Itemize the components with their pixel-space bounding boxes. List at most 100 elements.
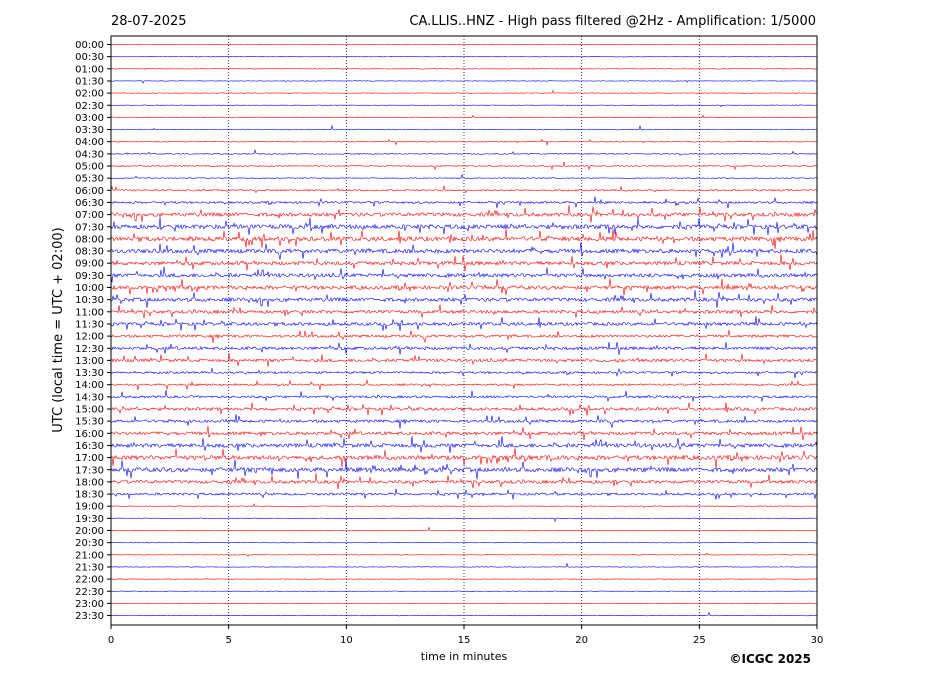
trace-1500 [110, 402, 818, 416]
x-tick-label-3: 15 [458, 635, 471, 646]
row-label-30: 15:00 [75, 405, 104, 416]
row-label-17: 08:30 [75, 247, 104, 258]
x-tick-label-1: 5 [225, 635, 231, 646]
trace-rows [110, 43, 818, 617]
trace-2030 [110, 542, 818, 544]
trace-1630 [110, 436, 818, 453]
row-label-24: 12:00 [75, 332, 104, 343]
trace-0800 [110, 228, 818, 250]
trace-2000 [110, 526, 818, 532]
row-label-12: 06:00 [75, 186, 104, 197]
trace-1000 [110, 278, 818, 296]
row-label-18: 09:00 [75, 259, 104, 270]
trace-0900 [110, 254, 818, 271]
row-label-39: 19:30 [75, 514, 104, 525]
trace-1600 [110, 425, 818, 441]
x-axis-label: time in minutes [421, 650, 508, 663]
trace-1230 [110, 341, 818, 355]
trace-1300 [110, 352, 818, 367]
trace-2100 [110, 552, 818, 557]
row-label-23: 11:30 [75, 319, 104, 330]
trace-0530 [110, 173, 818, 179]
row-label-0: 00:00 [75, 40, 104, 51]
trace-0130 [110, 80, 818, 84]
trace-2200 [110, 578, 818, 580]
trace-0930 [110, 266, 818, 283]
trace-0730 [110, 217, 818, 236]
x-axis-ticks: 0 5 10 15 20 25 30 [108, 625, 824, 646]
row-label-10: 05:00 [75, 162, 104, 173]
row-label-31: 15:30 [75, 417, 104, 428]
x-tick-label-0: 0 [108, 635, 114, 646]
trace-1730 [110, 459, 818, 480]
row-label-35: 17:30 [75, 465, 104, 476]
trace-2330 [110, 611, 818, 617]
trace-1900 [110, 503, 818, 509]
row-label-44: 22:00 [75, 575, 104, 586]
trace-1200 [110, 329, 818, 344]
row-label-20: 10:00 [75, 283, 104, 294]
row-label-3: 01:30 [75, 76, 104, 87]
x-tick-label-4: 20 [575, 635, 588, 646]
row-label-41: 20:30 [75, 538, 104, 549]
trace-2230 [110, 590, 818, 592]
trace-0330 [110, 124, 818, 131]
x-tick-label-5: 25 [693, 635, 706, 646]
trace-0500 [110, 161, 818, 171]
trace-1830 [110, 488, 818, 500]
row-label-21: 10:30 [75, 295, 104, 306]
row-label-1: 00:30 [75, 52, 104, 63]
row-label-22: 11:00 [75, 307, 104, 318]
date-label: 28-07-2025 [111, 14, 187, 29]
row-label-14: 07:00 [75, 210, 104, 221]
trace-0700 [110, 205, 817, 223]
row-label-45: 22:30 [75, 587, 104, 598]
row-label-28: 14:00 [75, 380, 104, 391]
trace-1700 [110, 448, 818, 469]
trace-2300 [110, 602, 818, 605]
trace-0230 [110, 104, 818, 108]
row-label-15: 07:30 [75, 222, 104, 233]
trace-1100 [110, 304, 818, 319]
trace-0400 [110, 138, 818, 147]
trace-1430 [110, 389, 818, 402]
row-label-5: 02:30 [75, 101, 104, 112]
trace-1800 [110, 473, 818, 490]
row-label-43: 21:30 [75, 562, 104, 573]
row-label-11: 05:30 [75, 174, 104, 185]
trace-2130 [110, 562, 818, 568]
row-label-8: 04:00 [75, 137, 104, 148]
row-label-36: 18:00 [75, 477, 104, 488]
row-label-26: 13:00 [75, 356, 104, 367]
row-label-47: 23:30 [75, 611, 104, 622]
row-label-9: 04:30 [75, 149, 104, 160]
trace-1030 [110, 290, 818, 309]
trace-0830 [110, 242, 818, 260]
trace-0200 [110, 89, 818, 94]
row-label-34: 17:00 [75, 453, 104, 464]
y-axis-label: UTC (local time = UTC + 02:00) [51, 227, 66, 432]
row-label-37: 18:30 [75, 490, 104, 501]
vertical-grid [228, 36, 700, 625]
row-label-6: 03:00 [75, 113, 104, 124]
row-label-42: 21:00 [75, 550, 104, 561]
copyright-label: ©ICGC 2025 [729, 652, 811, 666]
row-label-7: 03:30 [75, 125, 104, 136]
trace-0030 [110, 55, 818, 58]
row-label-33: 16:30 [75, 441, 104, 452]
x-tick-label-6: 30 [811, 635, 824, 646]
row-label-2: 01:00 [75, 64, 104, 75]
trace-0100 [110, 67, 818, 70]
trace-0300 [110, 114, 818, 119]
chart-title: CA.LLIS..HNZ - High pass filtered @2Hz -… [409, 14, 816, 29]
trace-1130 [110, 316, 818, 332]
trace-1330 [110, 367, 818, 379]
row-label-25: 12:30 [75, 344, 104, 355]
plot-frame [110, 35, 818, 626]
trace-1530 [110, 414, 818, 429]
row-label-32: 16:00 [75, 429, 104, 440]
row-label-16: 08:00 [75, 234, 104, 245]
row-label-29: 14:30 [75, 392, 104, 403]
